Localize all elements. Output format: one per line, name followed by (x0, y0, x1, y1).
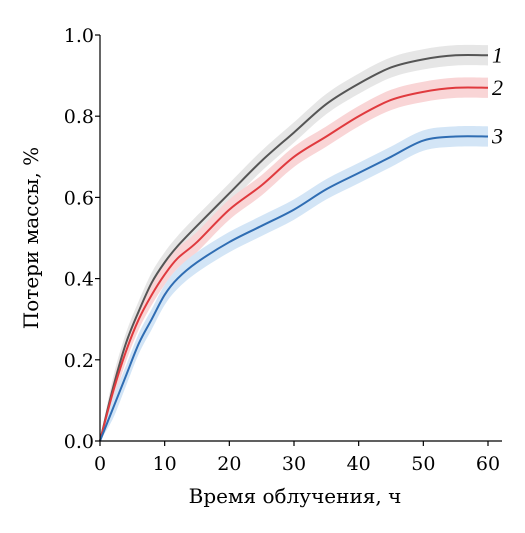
series-line (99, 54, 489, 442)
series-labels: 1 2 3 (491, 42, 503, 148)
series-line (99, 135, 489, 442)
y-tick-label: 0.4 (64, 269, 94, 291)
x-tick-label: 0 (94, 453, 106, 475)
series-label: 3 (491, 124, 503, 149)
x-tick-label: 30 (282, 453, 306, 475)
x-axis-label: Время облучения, ч (189, 484, 402, 508)
y-ticks: 0.0 0.2 0.4 0.6 0.8 1.0 (64, 25, 100, 453)
series-band (100, 44, 488, 441)
x-tick-label: 20 (217, 453, 241, 475)
y-tick-label: 0.6 (64, 187, 94, 209)
x-tick-label: 50 (411, 453, 435, 475)
x-tick-label: 40 (347, 453, 371, 475)
series-label: 2 (492, 75, 503, 100)
y-axis-label: Потери массы, % (19, 147, 43, 329)
y-tick-label: 0.2 (64, 350, 94, 372)
x-tick-label: 60 (476, 453, 500, 475)
x-ticks: 0 10 20 30 40 50 60 (94, 441, 500, 475)
series-label: 1 (492, 42, 503, 67)
series-band (100, 126, 488, 441)
series-line (99, 86, 489, 442)
y-tick-label: 1.0 (64, 25, 94, 47)
x-tick-label: 10 (153, 453, 177, 475)
y-tick-label: 0.0 (64, 431, 94, 453)
confidence-bands (100, 44, 488, 442)
y-tick-label: 0.8 (64, 106, 94, 128)
series-lines (99, 54, 489, 442)
